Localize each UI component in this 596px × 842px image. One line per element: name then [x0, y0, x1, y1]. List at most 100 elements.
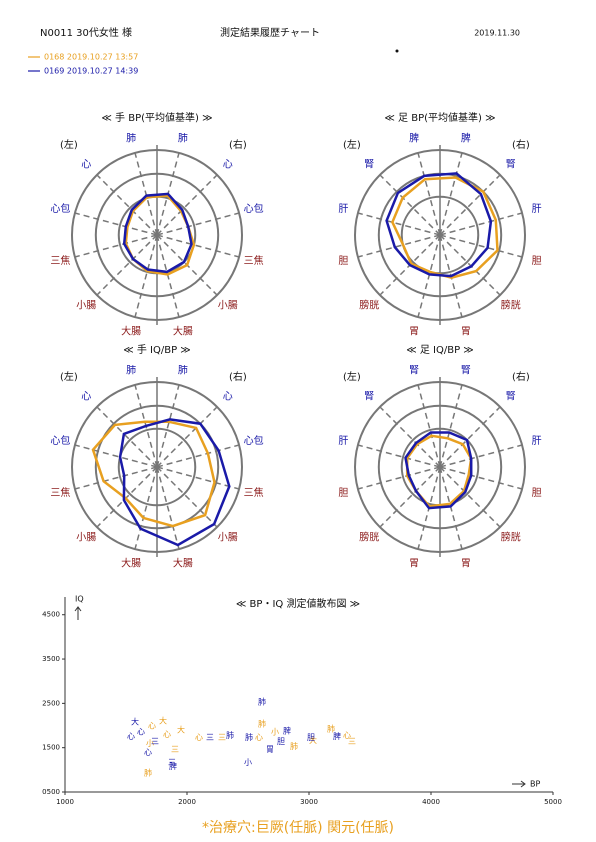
spoke — [156, 466, 218, 528]
side-label: (左) — [343, 138, 361, 151]
category-label: 心 — [223, 390, 233, 402]
point: 脾 — [333, 731, 341, 741]
point: 胃 — [266, 745, 274, 754]
spoke — [156, 234, 240, 258]
point: 三 — [151, 737, 159, 746]
category-label: 胃 — [461, 558, 471, 570]
point: 肺 — [144, 768, 152, 777]
radar-line — [118, 418, 231, 547]
spoke — [439, 152, 463, 236]
category-label: 大腸 — [121, 325, 141, 338]
point: 肺 — [226, 731, 234, 740]
point: 肺 — [258, 697, 266, 706]
point: 心 — [163, 730, 171, 739]
spoke — [439, 406, 501, 468]
category-label: 胃 — [461, 326, 471, 338]
category-label: 肺 — [126, 364, 136, 376]
category-label: 心 — [223, 158, 233, 170]
footer-note: *治療穴:巨厥(任脈) 関元(任脈) — [202, 819, 394, 836]
x-tick-label: 2000 — [178, 798, 196, 806]
x-tick-label: 4000 — [422, 798, 440, 806]
spoke — [357, 234, 441, 258]
spoke — [134, 466, 158, 550]
category-label: 小腸 — [76, 300, 96, 312]
spoke — [357, 466, 441, 490]
spoke — [379, 174, 441, 236]
spoke — [379, 406, 441, 468]
spoke — [417, 152, 441, 236]
category-label: 小腸 — [76, 532, 96, 544]
category-label: 胆 — [532, 255, 542, 267]
category-label: 大腸 — [173, 557, 193, 570]
y-tick-label: 1500 — [42, 744, 60, 752]
spoke — [156, 466, 240, 490]
category-label: 胃 — [409, 326, 419, 338]
spoke — [357, 212, 441, 236]
y-tick-label: 0500 — [42, 788, 60, 796]
radar-line — [385, 172, 493, 278]
point: 大 — [159, 716, 167, 726]
spoke — [439, 444, 523, 468]
radar-line — [391, 176, 499, 279]
point: 大 — [177, 725, 185, 735]
spoke — [96, 234, 158, 296]
point: 心 — [255, 733, 263, 742]
category-label: 腎 — [506, 390, 516, 402]
spoke — [74, 444, 158, 468]
point: 三 — [168, 758, 176, 767]
category-label: 腎 — [364, 390, 374, 402]
legend-label: 0168 2019.10.27 13:57 — [44, 53, 138, 62]
point: 三 — [206, 733, 214, 742]
category-label: 脾 — [461, 131, 471, 144]
category-label: 肺 — [126, 132, 136, 144]
category-label: 膀胱 — [359, 299, 379, 312]
category-label: 肝 — [338, 203, 348, 215]
category-label: 肺 — [178, 132, 188, 144]
point: 心 — [148, 722, 156, 731]
category-label: 三焦 — [244, 254, 264, 267]
point: 小 — [271, 728, 279, 737]
spoke — [134, 152, 158, 236]
point: 三 — [218, 733, 226, 742]
point: 心 — [343, 731, 351, 740]
scatter-title: ≪ BP・IQ 測定値散布図 ≫ — [236, 597, 360, 610]
side-label: (左) — [60, 138, 78, 151]
category-label: 膀胱 — [501, 299, 521, 312]
x-axis-label: BP — [530, 780, 540, 789]
spoke — [96, 466, 158, 528]
point: 三 — [348, 737, 356, 746]
point: 心 — [127, 732, 135, 741]
category-label: 腎 — [506, 158, 516, 170]
category-label: 三焦 — [50, 254, 70, 267]
x-tick-label: 5000 — [544, 798, 562, 806]
spoke — [439, 174, 501, 236]
point: 肺 — [327, 725, 335, 734]
point: 肺 — [290, 742, 298, 751]
radar-line — [404, 431, 473, 510]
radar-line — [122, 192, 193, 274]
point: 小 — [244, 758, 252, 767]
spoke — [439, 466, 501, 528]
radar-title: ≪ 足 BP(平均値基準) ≫ — [384, 111, 495, 124]
category-label: 三焦 — [244, 486, 264, 499]
point: 胆 — [307, 733, 315, 742]
category-label: 小腸 — [218, 532, 238, 544]
spoke — [439, 466, 463, 550]
y-axis-label: IQ — [75, 595, 84, 604]
side-label: (左) — [343, 370, 361, 383]
spoke — [96, 174, 158, 236]
x-arrow — [512, 780, 526, 788]
point: 心 — [137, 728, 145, 737]
point: 大 — [309, 735, 317, 745]
category-label: 肺 — [178, 364, 188, 376]
category-label: 肝 — [532, 435, 542, 447]
point: 小 — [146, 739, 154, 748]
point: 肺 — [245, 733, 253, 742]
spoke — [156, 406, 218, 468]
side-label: (右) — [512, 370, 530, 383]
spoke — [156, 444, 240, 468]
side-label: (右) — [512, 138, 530, 151]
spoke — [156, 212, 240, 236]
category-label: 腎 — [461, 364, 471, 376]
